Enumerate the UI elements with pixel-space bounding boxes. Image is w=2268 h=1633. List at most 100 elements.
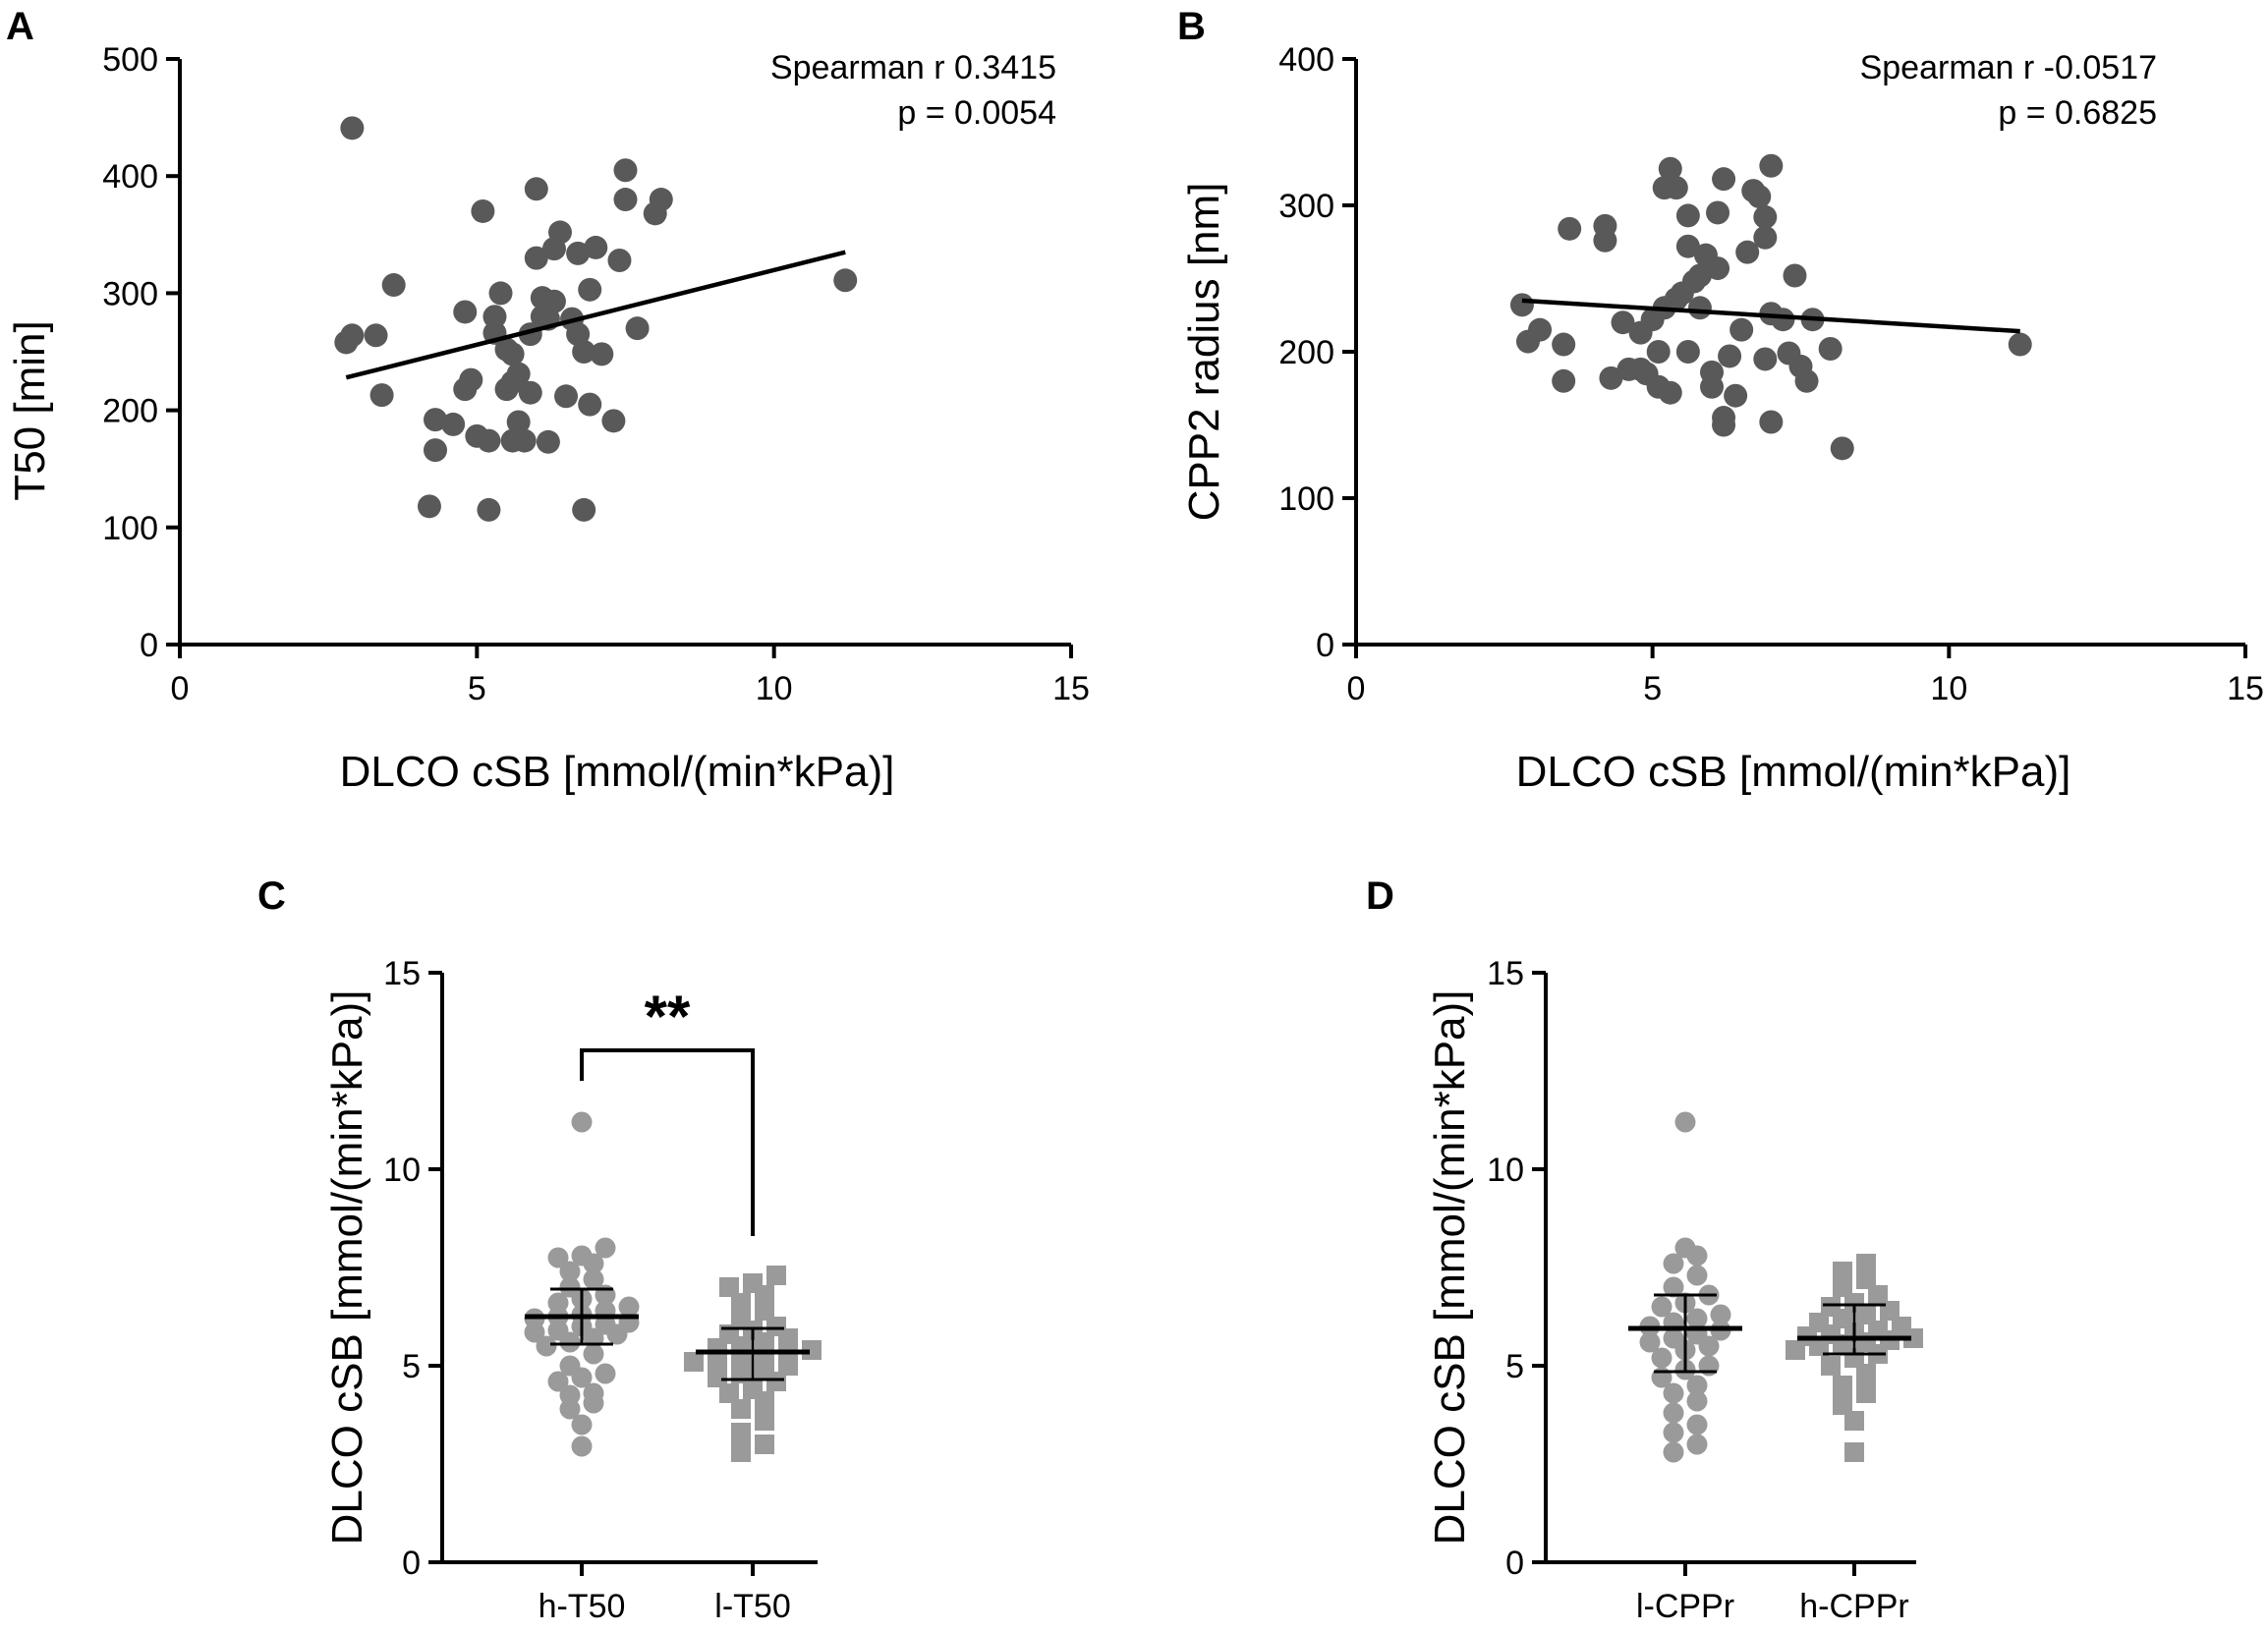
data-point [524, 177, 548, 201]
data-point [607, 249, 632, 273]
data-point [1718, 344, 1742, 368]
significance-stars: ** [645, 984, 691, 1049]
data-point [453, 300, 478, 324]
data-point [583, 1268, 604, 1290]
data-point [536, 1335, 557, 1357]
y-tick-label: 0 [402, 1545, 421, 1582]
data-point [743, 1380, 763, 1399]
panel-c-strip: C DLCO cSB [mmol/(min*kPa)] 0 5 10 15 h-T50 l… [257, 874, 822, 1625]
data-point [1844, 1293, 1864, 1313]
data-point [1675, 234, 1700, 258]
y-tick-label: 100 [1278, 480, 1334, 518]
data-point [506, 362, 531, 386]
data-point [500, 342, 525, 366]
data-point [1686, 1414, 1708, 1436]
data-point [1663, 1276, 1684, 1298]
data-point [512, 428, 537, 453]
data-point [766, 1317, 786, 1336]
y-tick-label: 200 [102, 393, 158, 430]
panel-label: A [6, 5, 34, 48]
data-point [1664, 176, 1688, 200]
significance-bracket [580, 1048, 755, 1236]
data-point [1794, 368, 1819, 393]
data-point [1651, 1347, 1673, 1369]
data-point [1856, 1269, 1876, 1289]
data-point [584, 235, 608, 259]
y-tick-label: 0 [1316, 627, 1334, 664]
data-point [731, 1423, 751, 1442]
data-point [340, 323, 365, 348]
y-tick-label: 0 [140, 627, 158, 664]
data-point [369, 383, 394, 408]
data-point [559, 1384, 581, 1406]
spearman-r-text: Spearman r -0.0517 [1860, 49, 2157, 86]
data-point [572, 340, 596, 364]
data-point [571, 1414, 593, 1436]
x-tick-label: 0 [1347, 670, 1366, 707]
data-point [1747, 185, 1772, 209]
y-tick-label: 10 [383, 1152, 421, 1189]
data-point [566, 241, 591, 265]
data-point [547, 1292, 569, 1314]
spearman-r-text: Spearman r 0.3415 [770, 49, 1056, 86]
data-point [1809, 1313, 1829, 1332]
data-point [536, 429, 560, 454]
panel-a-scatter: A Spearman r 0.3415 p = 0.0054 DLCO cSB … [6, 5, 1090, 796]
data-point [459, 367, 483, 392]
data-point [488, 281, 513, 306]
data-point [572, 497, 596, 522]
data-point [1830, 436, 1854, 461]
data-point [1686, 1375, 1708, 1396]
data-point [731, 1309, 751, 1328]
data-point [1509, 293, 1534, 317]
data-point [684, 1352, 704, 1372]
data-point [719, 1383, 739, 1403]
data-point [559, 1261, 581, 1282]
data-point [601, 409, 626, 433]
data-point [1651, 1296, 1673, 1318]
x-tick-label: 10 [756, 670, 793, 707]
data-point [1663, 1422, 1684, 1443]
x-tick-label: h-CPPr [1799, 1588, 1908, 1625]
data-point [1674, 1237, 1696, 1259]
data-point [547, 1371, 569, 1392]
data-point [1753, 225, 1778, 250]
data-point [1821, 1356, 1841, 1376]
data-point [1686, 1390, 1708, 1412]
data-point [1528, 317, 1553, 342]
y-tick-label: 5 [1505, 1348, 1524, 1385]
data-point [833, 268, 858, 293]
data-point [1639, 1331, 1661, 1353]
data-point [1663, 1327, 1684, 1349]
panel-d-strip: D DLCO cSB [mmol/(min*kPa)] 0 5 10 15 l-CPPr… [1366, 874, 1923, 1625]
data-point [766, 1266, 786, 1285]
data-point [477, 428, 501, 453]
x-axis-title: DLCO cSB [mmol/(min*kPa)] [1516, 748, 2071, 796]
data-point [595, 1237, 616, 1259]
data-point [1663, 1402, 1684, 1424]
data-point [477, 497, 501, 522]
data-point [1771, 308, 1795, 332]
data-point [1753, 347, 1778, 371]
data-point [1724, 383, 1748, 408]
data-point [578, 277, 602, 302]
regression-line [345, 250, 846, 380]
panel-b-scatter: B Spearman r -0.0517 p = 0.6825 DLCO cSB… [1177, 5, 2264, 796]
data-point [1710, 1304, 1731, 1325]
y-tick-label: 300 [1278, 188, 1334, 225]
data-point [583, 1343, 604, 1365]
data-point [613, 188, 638, 212]
data-point [618, 1296, 640, 1318]
data-point [1818, 337, 1843, 362]
data-point [381, 273, 406, 298]
data-point [1868, 1321, 1888, 1340]
data-point [1759, 153, 1784, 178]
data-point [1658, 156, 1682, 181]
data-point [1686, 1265, 1708, 1286]
data-point [731, 1293, 751, 1313]
data-point [1674, 1111, 1696, 1133]
data-point [1552, 332, 1576, 357]
data-point [1712, 413, 1736, 437]
data-point [559, 1276, 581, 1298]
data-point [1833, 1262, 1852, 1281]
